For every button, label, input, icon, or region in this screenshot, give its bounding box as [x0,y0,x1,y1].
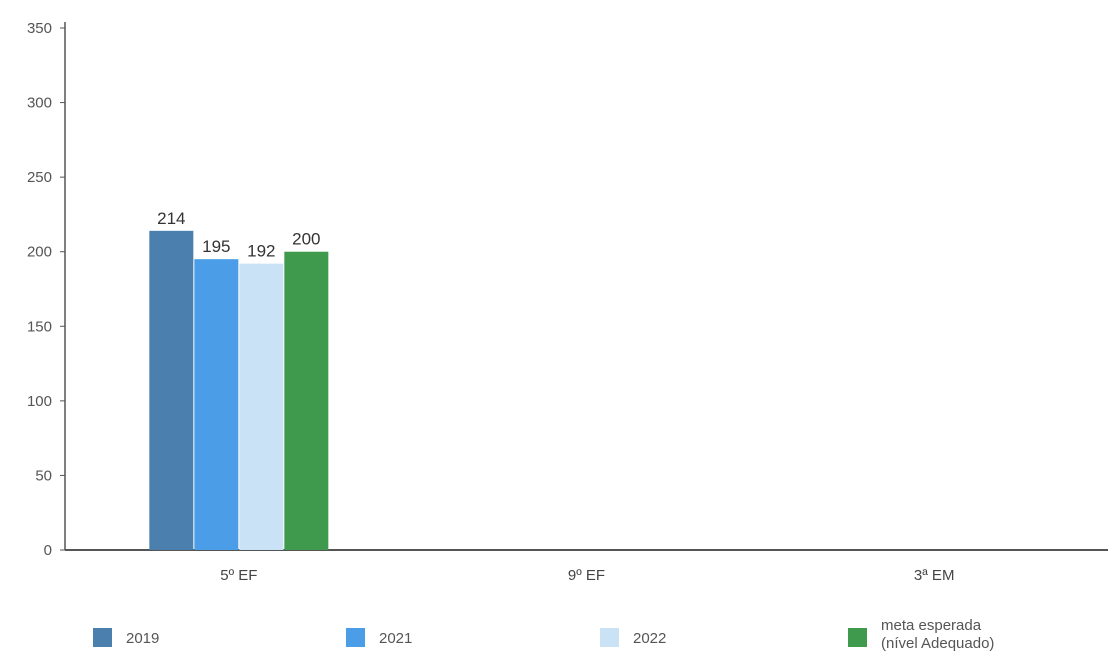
bar [284,251,329,550]
x-tick-label: 9º EF [568,567,605,584]
legend-label: 2021 [379,630,412,647]
y-tick-label: 50 [35,467,52,484]
y-tick-label: 0 [44,542,52,559]
data-label: 200 [292,230,320,249]
bars [149,230,329,550]
legend-swatch [93,628,112,647]
legend-label: 2019 [126,630,159,647]
data-label: 214 [157,209,185,228]
legend-swatch [346,628,365,647]
x-tick-label: 5º EF [220,567,257,584]
legend-swatch [848,628,867,647]
value-labels: 214 195 192 200 [157,209,320,261]
legend-swatch [600,628,619,647]
bar [149,230,194,550]
data-label: 192 [247,242,275,261]
y-axis: 0 50 100 150 200 250 300 350 [27,20,66,559]
y-tick-label: 150 [27,318,52,335]
bar [239,263,284,550]
bar [194,259,239,550]
y-tick-label: 100 [27,393,52,410]
legend-label: (nível Adequado) [881,635,994,652]
y-tick-label: 200 [27,244,52,261]
x-tick-label: 3ª EM [914,567,955,584]
legend-label: meta esperada [881,617,982,634]
data-label: 195 [202,237,230,256]
legend: 2019 2021 2022 meta esperada(nível Adequado… [93,617,994,652]
y-tick-label: 300 [27,95,52,112]
y-tick-label: 350 [27,20,52,37]
legend-label: 2022 [633,630,666,647]
y-tick-label: 250 [27,169,52,186]
x-axis: 5º EF 9º EF 3ª EM [65,549,1108,584]
